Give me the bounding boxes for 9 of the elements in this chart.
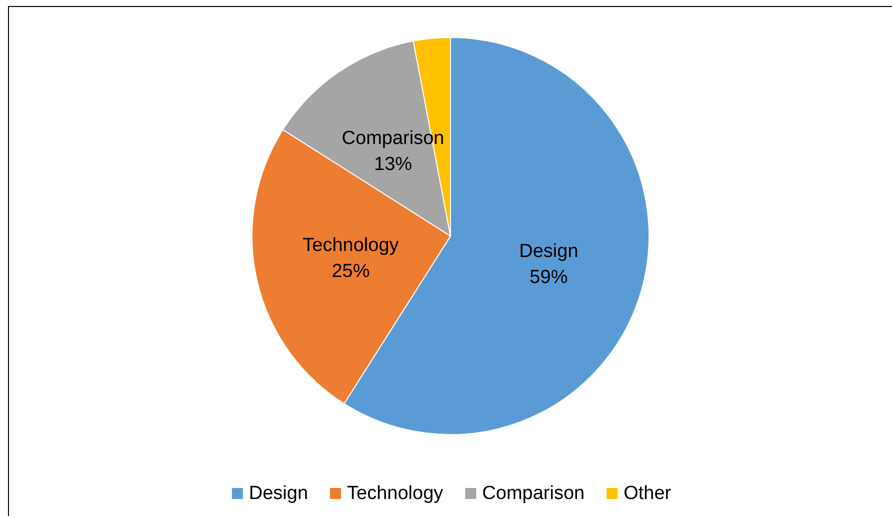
slice-label: Technology	[302, 234, 400, 256]
legend-label: Design	[248, 483, 308, 504]
legend-label: Technology	[347, 483, 444, 504]
slice-label: Design	[519, 241, 578, 262]
legend-label: Comparison	[482, 483, 585, 504]
legend-label: Other	[624, 483, 672, 504]
data-label: 25%	[332, 260, 370, 282]
data-label: 13%	[374, 154, 412, 175]
data-label: 59%	[530, 267, 568, 288]
